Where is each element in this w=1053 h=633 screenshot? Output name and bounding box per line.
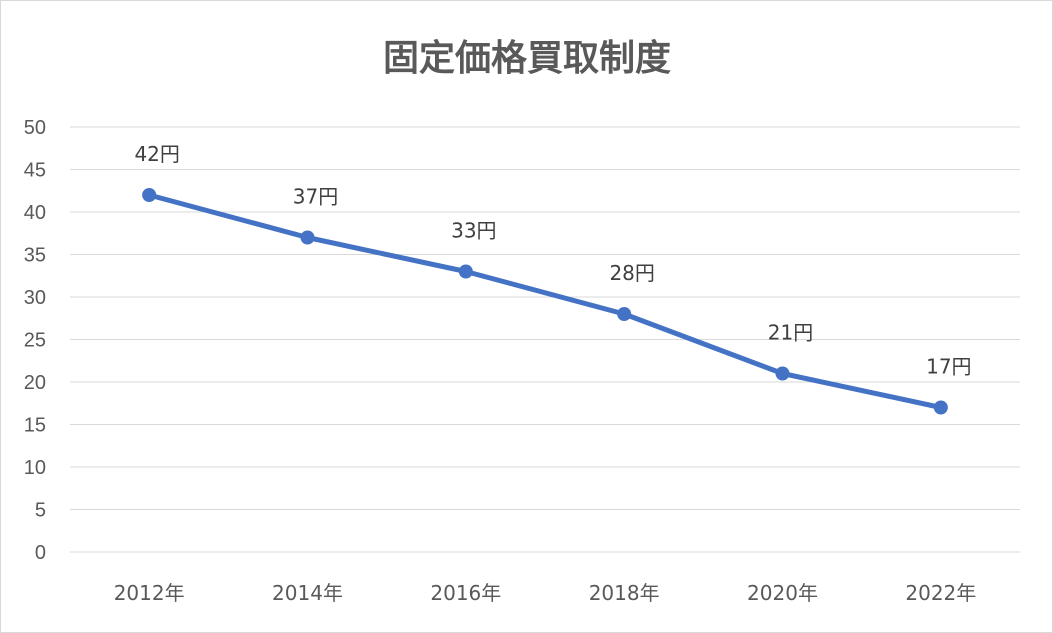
data-label: 37円 [293, 185, 338, 209]
data-label: 28円 [609, 261, 654, 285]
data-label: 21円 [768, 321, 813, 345]
y-tick-label: 50 [24, 117, 46, 139]
y-tick-label: 5 [35, 500, 46, 522]
x-tick-label: 2022年 [905, 581, 976, 605]
data-point [933, 400, 948, 415]
x-tick-label: 2020年 [747, 581, 818, 605]
x-tick-label: 2014年 [272, 581, 343, 605]
y-tick-label: 30 [24, 287, 46, 309]
data-point [617, 307, 632, 321]
series-layer [142, 188, 948, 415]
data-point [458, 264, 473, 279]
y-axis-ticks: 0 5 10 15 20 25 30 35 40 45 50 [24, 117, 46, 564]
data-point [775, 366, 790, 381]
y-tick-label: 10 [24, 457, 46, 479]
x-tick-label: 2016年 [430, 581, 501, 605]
y-tick-label: 35 [24, 245, 46, 267]
data-label: 42円 [134, 142, 179, 166]
data-label: 17円 [926, 355, 971, 379]
y-tick-label: 40 [24, 202, 46, 224]
y-tick-label: 25 [24, 330, 46, 352]
x-tick-label: 2018年 [589, 581, 660, 605]
data-label: 33円 [451, 219, 496, 243]
gridlines [70, 126, 1020, 553]
data-point [142, 188, 157, 202]
chart-title: 固定価格買取制度 [383, 38, 671, 79]
y-tick-label: 0 [35, 542, 46, 564]
data-point [300, 230, 315, 245]
y-tick-label: 45 [24, 160, 46, 182]
x-axis-ticks: 2012年 2014年 2016年 2018年 2020年 2022年 [114, 581, 977, 605]
y-tick-label: 20 [24, 372, 46, 394]
y-tick-label: 15 [24, 415, 46, 437]
series-line [146, 192, 944, 410]
data-labels: 42円 37円 33円 28円 21円 17円 [134, 142, 971, 379]
x-tick-label: 2012年 [114, 581, 185, 605]
